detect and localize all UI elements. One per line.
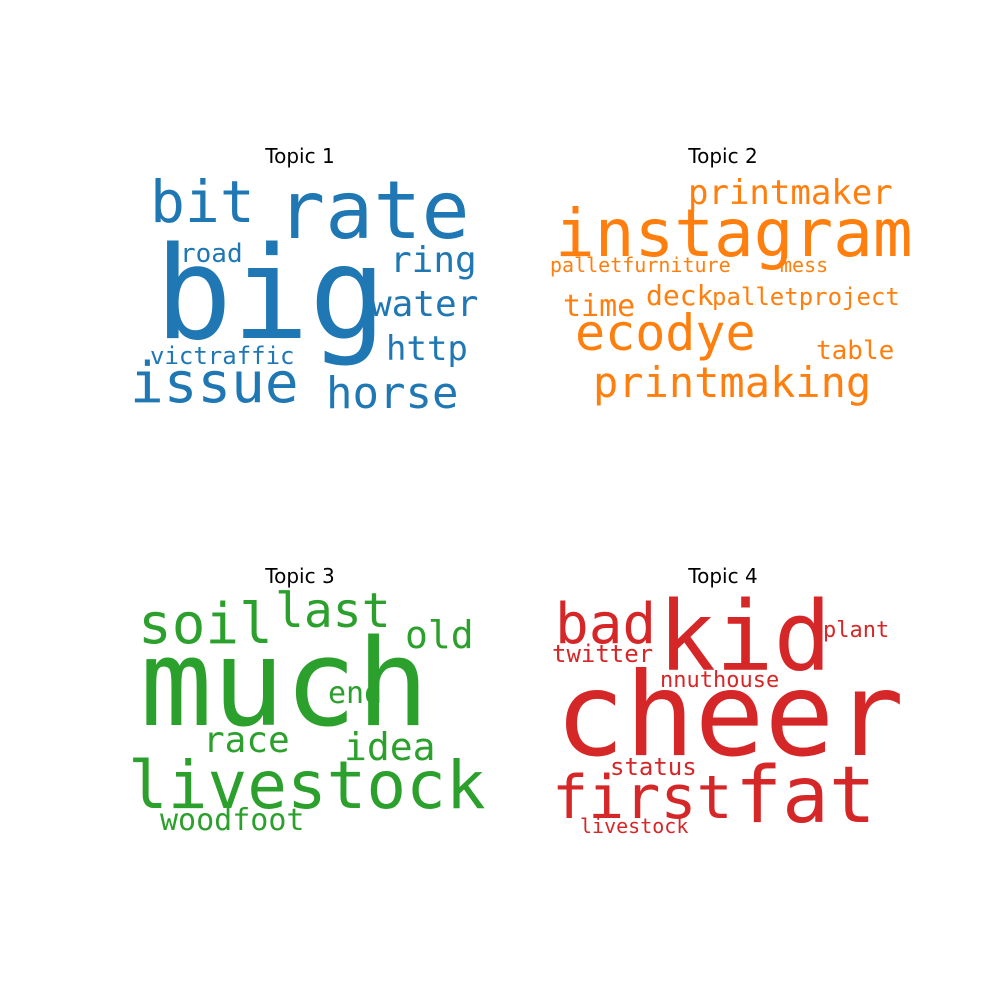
wordcloud-word: horse <box>326 368 458 419</box>
wordcloud-word: plant <box>823 618 889 643</box>
panel-title-topic-3: Topic 3 <box>264 564 334 588</box>
wordcloud-word: last <box>275 583 391 639</box>
wordcloud-word: victraffic <box>150 342 295 370</box>
wordcloud-word: much <box>140 615 429 754</box>
wordcloud-word: palletproject <box>712 283 900 311</box>
wordcloud-word: printmaker <box>688 173 893 213</box>
wordcloud-word: status <box>610 753 697 781</box>
wordcloud-word: printmaking <box>593 358 871 407</box>
wordcloud-word: rate <box>277 164 470 257</box>
wordcloud-word: big <box>155 220 386 369</box>
wordcloud-word: time <box>563 289 635 324</box>
wordcloud-word: woodfoot <box>160 803 305 838</box>
wordcloud-word: water <box>370 284 478 325</box>
wordcloud-word: ecodye <box>575 304 756 362</box>
panel-title-topic-2: Topic 2 <box>687 144 757 168</box>
wordcloud-word: road <box>180 239 243 269</box>
wordcloud-word: bit <box>150 168 255 236</box>
wordcloud-word: bad <box>555 592 656 657</box>
wordcloud-word: palletfurniture <box>550 253 731 277</box>
panel-title-topic-4: Topic 4 <box>687 564 757 588</box>
wordcloud-word: livestock <box>580 814 688 838</box>
wordcloud-word: first <box>552 763 733 833</box>
wordcloud-word: http <box>386 329 468 369</box>
wordcloud-word: fat <box>735 751 876 841</box>
wordcloud-word: old <box>405 613 474 657</box>
wordcloud-word: issue <box>130 351 299 416</box>
wordcloud-word: deck <box>646 279 714 312</box>
wordcloud-word: soil <box>138 592 273 657</box>
wordcloud-word: livestock <box>128 747 486 824</box>
wordcloud-word: end <box>328 676 382 711</box>
panel-title-topic-1: Topic 1 <box>264 144 334 168</box>
wordcloud-word: race <box>203 720 290 761</box>
wordcloud-word: kid <box>658 581 831 693</box>
wordcloud-word: cheer <box>555 648 904 783</box>
wordcloud-word: twitter <box>552 640 653 668</box>
wordcloud-word: mess <box>780 253 828 277</box>
wordcloud-word: instagram <box>555 195 913 272</box>
wordcloud-word: idea <box>344 725 436 769</box>
wordcloud-word: table <box>816 336 894 366</box>
wordcloud-word: nnuthouse <box>660 668 779 693</box>
wordcloud-word: ring <box>390 240 477 281</box>
